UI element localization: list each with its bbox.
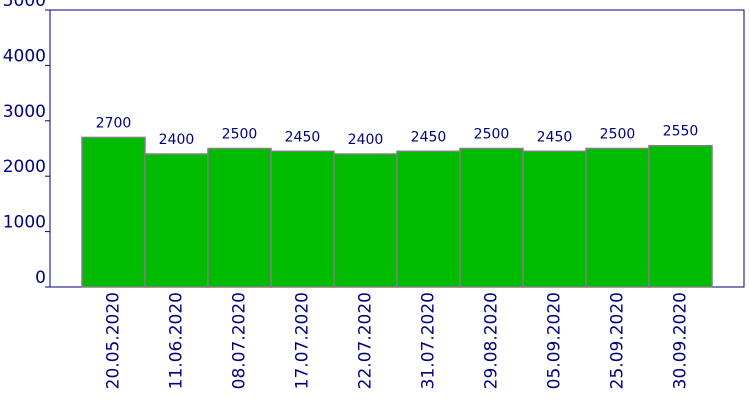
x-tick-label: 25.09.2020 [608, 292, 628, 389]
bar [585, 147, 650, 288]
bar [270, 150, 335, 288]
y-tick-label: 0 [35, 268, 46, 288]
value-label: 2500 [222, 127, 258, 143]
bar [396, 150, 461, 288]
x-tick-label: 31.07.2020 [419, 292, 439, 389]
bar [459, 147, 524, 288]
value-label: 2500 [600, 127, 636, 143]
value-label: 2550 [663, 124, 699, 140]
y-tick-label: 4000 [3, 46, 46, 66]
value-label: 2450 [285, 129, 321, 145]
value-label: 2400 [159, 132, 195, 148]
value-label: 2700 [96, 115, 132, 131]
x-tick-label: 29.08.2020 [482, 292, 502, 389]
y-tick-label: 1000 [3, 213, 46, 233]
value-label: 2500 [474, 127, 510, 143]
value-label: 2450 [537, 129, 573, 145]
value-label: 2450 [411, 129, 447, 145]
y-tick-label: 2000 [3, 157, 46, 177]
bar [144, 153, 209, 288]
x-tick-label: 22.07.2020 [356, 292, 376, 389]
x-tick-label: 30.09.2020 [671, 292, 691, 389]
bar [648, 144, 713, 288]
y-tick-label: 3000 [3, 102, 46, 122]
x-tick-label: 20.05.2020 [104, 292, 124, 389]
bar [207, 147, 272, 288]
y-tick-label: 5000 [3, 0, 46, 11]
bar [333, 153, 398, 288]
bar [522, 150, 587, 288]
x-tick-label: 17.07.2020 [293, 292, 313, 389]
bar [81, 136, 146, 288]
x-tick-label: 08.07.2020 [230, 292, 250, 389]
x-tick-label: 05.09.2020 [545, 292, 565, 389]
x-tick-label: 11.06.2020 [167, 292, 187, 389]
value-label: 2400 [348, 132, 384, 148]
